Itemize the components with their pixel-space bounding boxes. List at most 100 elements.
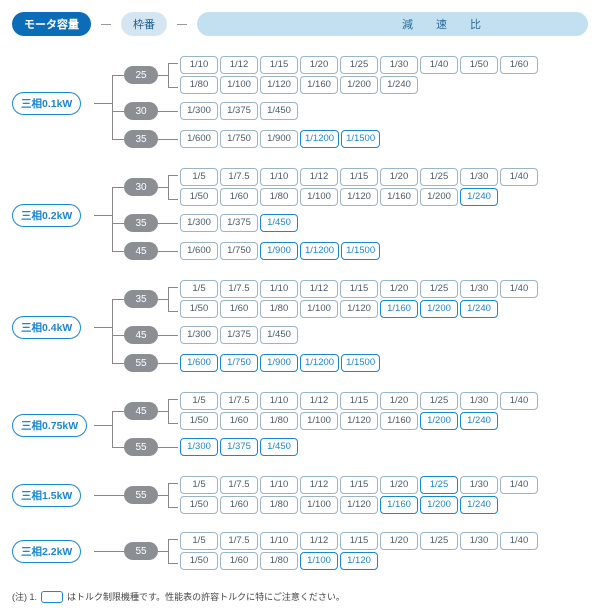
ratio-value: 1/60 bbox=[220, 188, 258, 206]
motor-label: 三相2.2kW bbox=[12, 540, 81, 563]
ratio-line: 1/3001/3751/450 bbox=[180, 102, 298, 120]
ratio-value: 1/30 bbox=[460, 392, 498, 410]
ratio-value: 1/240 bbox=[460, 188, 498, 206]
ratio-value: 1/40 bbox=[500, 280, 538, 298]
ratio-line: 1/51/7.51/101/121/151/201/251/301/40 bbox=[180, 532, 538, 550]
ratio-value: 1/160 bbox=[380, 188, 418, 206]
motor-group: 三相2.2kW 551/51/7.51/101/121/151/201/251/3… bbox=[12, 530, 588, 572]
ratio-value: 1/7.5 bbox=[220, 392, 258, 410]
frame-label: 30 bbox=[124, 102, 158, 120]
frame-label: 35 bbox=[124, 214, 158, 232]
ratio-value: 1/25 bbox=[420, 168, 458, 186]
legend-highlight-icon bbox=[41, 591, 63, 603]
ratio-value: 1/375 bbox=[220, 326, 258, 344]
ratio-value: 1/200 bbox=[420, 188, 458, 206]
ratio-value: 1/60 bbox=[220, 496, 258, 514]
ratio-lines: 1/51/7.51/101/121/151/201/251/301/40 1/50… bbox=[180, 168, 538, 206]
ratio-line: 1/3001/3751/450 bbox=[180, 438, 298, 456]
frame-label: 35 bbox=[124, 130, 158, 148]
ratio-value: 1/40 bbox=[500, 476, 538, 494]
ratio-value: 1/5 bbox=[180, 532, 218, 550]
frames-column: 551/51/7.51/101/121/151/201/251/301/401/… bbox=[124, 530, 538, 572]
footnote-prefix: (注) 1. bbox=[12, 590, 37, 603]
ratio-value: 1/100 bbox=[300, 552, 338, 570]
ratio-line: 1/101/121/151/201/251/301/401/501/60 bbox=[180, 56, 538, 74]
ratio-value: 1/120 bbox=[260, 76, 298, 94]
ratio-value: 1/300 bbox=[180, 438, 218, 456]
motor-group: 三相0.4kW 35 1/51/7.51/101/121/151/201/251/3… bbox=[12, 278, 588, 376]
frame-row: 55 1/3001/3751/450 bbox=[124, 434, 538, 460]
ratio-value: 1/50 bbox=[180, 412, 218, 430]
ratio-line: 1/501/601/801/1001/1201/1601/2001/240 bbox=[180, 188, 538, 206]
ratio-value: 1/12 bbox=[300, 392, 338, 410]
ratio-value: 1/120 bbox=[340, 300, 378, 318]
ratio-value: 1/160 bbox=[380, 412, 418, 430]
ratio-value: 1/40 bbox=[420, 56, 458, 74]
ratio-value: 1/25 bbox=[420, 532, 458, 550]
ratio-value: 1/900 bbox=[260, 130, 298, 148]
frame-row: 351/3001/3751/450 bbox=[124, 210, 538, 236]
ratio-value: 1/10 bbox=[260, 280, 298, 298]
ratio-lines: 1/6001/7501/9001/12001/1500 bbox=[180, 354, 380, 372]
frame-label: 25 bbox=[124, 66, 158, 84]
ratio-value: 1/1500 bbox=[341, 354, 380, 372]
header-frame: 枠番 bbox=[121, 12, 167, 36]
ratio-value: 1/900 bbox=[260, 354, 298, 372]
ratio-value: 1/240 bbox=[380, 76, 418, 94]
ratio-value: 1/15 bbox=[260, 56, 298, 74]
ratio-line: 1/6001/7501/9001/12001/1500 bbox=[180, 354, 380, 372]
ratio-line: 1/501/601/801/1001/120 bbox=[180, 552, 538, 570]
ratio-value: 1/60 bbox=[220, 300, 258, 318]
ratio-value: 1/50 bbox=[180, 552, 218, 570]
motor-group: 三相1.5kW 551/51/7.51/101/121/151/201/251/3… bbox=[12, 474, 588, 516]
ratio-value: 1/375 bbox=[220, 438, 258, 456]
ratio-value: 1/40 bbox=[500, 392, 538, 410]
footnote-text: はトルク制限機種です。性能表の許容トルクに特にご注意ください。 bbox=[67, 590, 345, 603]
frames-column: 451/51/7.51/101/121/151/201/251/301/401/… bbox=[124, 390, 538, 460]
ratio-value: 1/200 bbox=[340, 76, 378, 94]
ratio-value: 1/15 bbox=[340, 392, 378, 410]
motor-group: 三相0.75kW451/51/7.51/101/121/151/201/251/… bbox=[12, 390, 588, 460]
ratio-line: 1/51/7.51/101/121/151/201/251/301/40 bbox=[180, 168, 538, 186]
frame-row: 251/101/121/151/201/251/301/401/501/601/… bbox=[124, 54, 538, 96]
ratio-value: 1/5 bbox=[180, 392, 218, 410]
ratio-value: 1/120 bbox=[340, 552, 378, 570]
frames-column: 351/51/7.51/101/121/151/201/251/301/401/… bbox=[124, 278, 538, 376]
ratio-value: 1/5 bbox=[180, 168, 218, 186]
frame-row: 551/51/7.51/101/121/151/201/251/301/401/… bbox=[124, 474, 538, 516]
ratio-value: 1/750 bbox=[220, 130, 258, 148]
ratio-value: 1/600 bbox=[180, 354, 218, 372]
ratio-value: 1/5 bbox=[180, 476, 218, 494]
ratio-line: 1/51/7.51/101/121/151/201/251/301/40 bbox=[180, 280, 538, 298]
ratio-value: 1/100 bbox=[300, 496, 338, 514]
ratio-value: 1/30 bbox=[460, 532, 498, 550]
ratio-value: 1/1200 bbox=[300, 242, 339, 260]
frame-row: 351/51/7.51/101/121/151/201/251/301/401/… bbox=[124, 278, 538, 320]
ratio-value: 1/60 bbox=[500, 56, 538, 74]
ratio-value: 1/100 bbox=[300, 412, 338, 430]
frame-row: 301/51/7.51/101/121/151/201/251/301/401/… bbox=[124, 166, 538, 208]
ratio-value: 1/200 bbox=[420, 300, 458, 318]
frame-label: 35 bbox=[124, 290, 158, 308]
ratio-value: 1/25 bbox=[420, 280, 458, 298]
ratio-lines: 1/3001/3751/450 bbox=[180, 326, 298, 344]
ratio-value: 1/50 bbox=[180, 300, 218, 318]
ratio-line: 1/501/601/801/1001/1201/1601/2001/240 bbox=[180, 300, 538, 318]
ratio-value: 1/7.5 bbox=[220, 280, 258, 298]
ratio-value: 1/25 bbox=[420, 392, 458, 410]
frame-label: 55 bbox=[124, 354, 158, 372]
motor-label: 三相1.5kW bbox=[12, 484, 81, 507]
ratio-value: 1/30 bbox=[460, 280, 498, 298]
ratio-value: 1/12 bbox=[220, 56, 258, 74]
ratio-line: 1/6001/7501/9001/12001/1500 bbox=[180, 130, 380, 148]
motor-label: 三相0.4kW bbox=[12, 316, 81, 339]
frame-label: 45 bbox=[124, 242, 158, 260]
motor-label: 三相0.1kW bbox=[12, 92, 81, 115]
frame-row: 35 1/6001/7501/9001/12001/1500 bbox=[124, 126, 538, 152]
frame-label: 55 bbox=[124, 438, 158, 456]
header-ratio: 減 速 比 bbox=[197, 12, 588, 36]
ratio-lines: 1/51/7.51/101/121/151/201/251/301/40 1/50… bbox=[180, 532, 538, 570]
ratio-value: 1/5 bbox=[180, 280, 218, 298]
ratio-value: 1/300 bbox=[180, 326, 218, 344]
ratio-value: 1/25 bbox=[420, 476, 458, 494]
